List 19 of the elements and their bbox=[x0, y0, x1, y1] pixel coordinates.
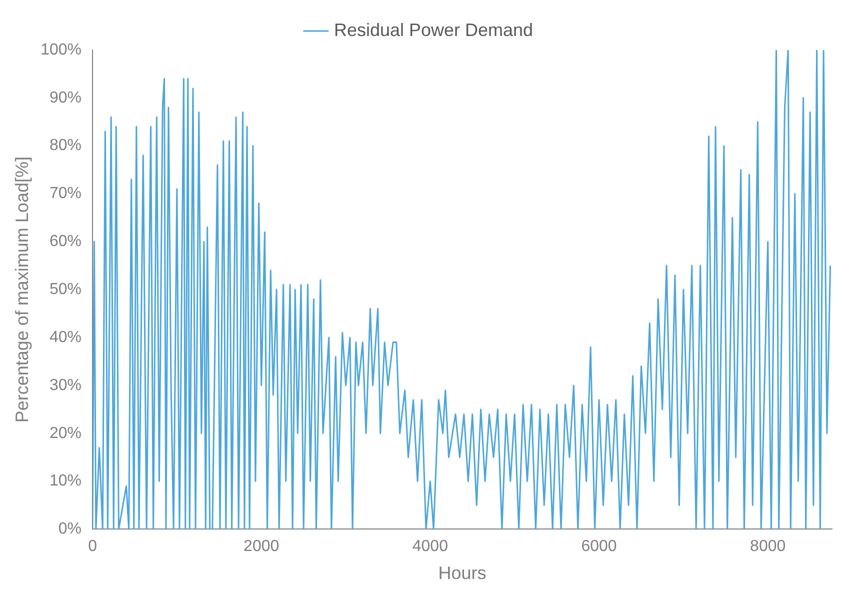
y-tick-label: 60% bbox=[49, 233, 82, 250]
x-tick-label: 0 bbox=[88, 538, 98, 556]
x-axis-title: Hours bbox=[438, 563, 486, 584]
y-tick-label: 30% bbox=[49, 376, 82, 394]
y-tick-label: 100% bbox=[40, 41, 82, 58]
y-tick-label: 90% bbox=[49, 89, 82, 106]
y-axis-title: Percentage of maximum Load[%] bbox=[12, 156, 32, 423]
y-tick-label: 50% bbox=[49, 281, 82, 298]
y-tick-label: 10% bbox=[49, 472, 82, 490]
y-tick-label: 80% bbox=[49, 137, 82, 154]
x-tick-label: 8000 bbox=[750, 538, 786, 556]
x-tick-label: 4000 bbox=[412, 538, 448, 556]
y-tick-label: 40% bbox=[49, 328, 82, 346]
y-tick-label: 20% bbox=[49, 424, 82, 442]
y-tick-label: 70% bbox=[49, 185, 82, 202]
legend-label: Residual Power Demand bbox=[334, 20, 534, 40]
x-tick-label: 2000 bbox=[244, 538, 280, 556]
y-tick-label: 0% bbox=[58, 520, 82, 538]
x-tick-label: 6000 bbox=[581, 538, 617, 556]
